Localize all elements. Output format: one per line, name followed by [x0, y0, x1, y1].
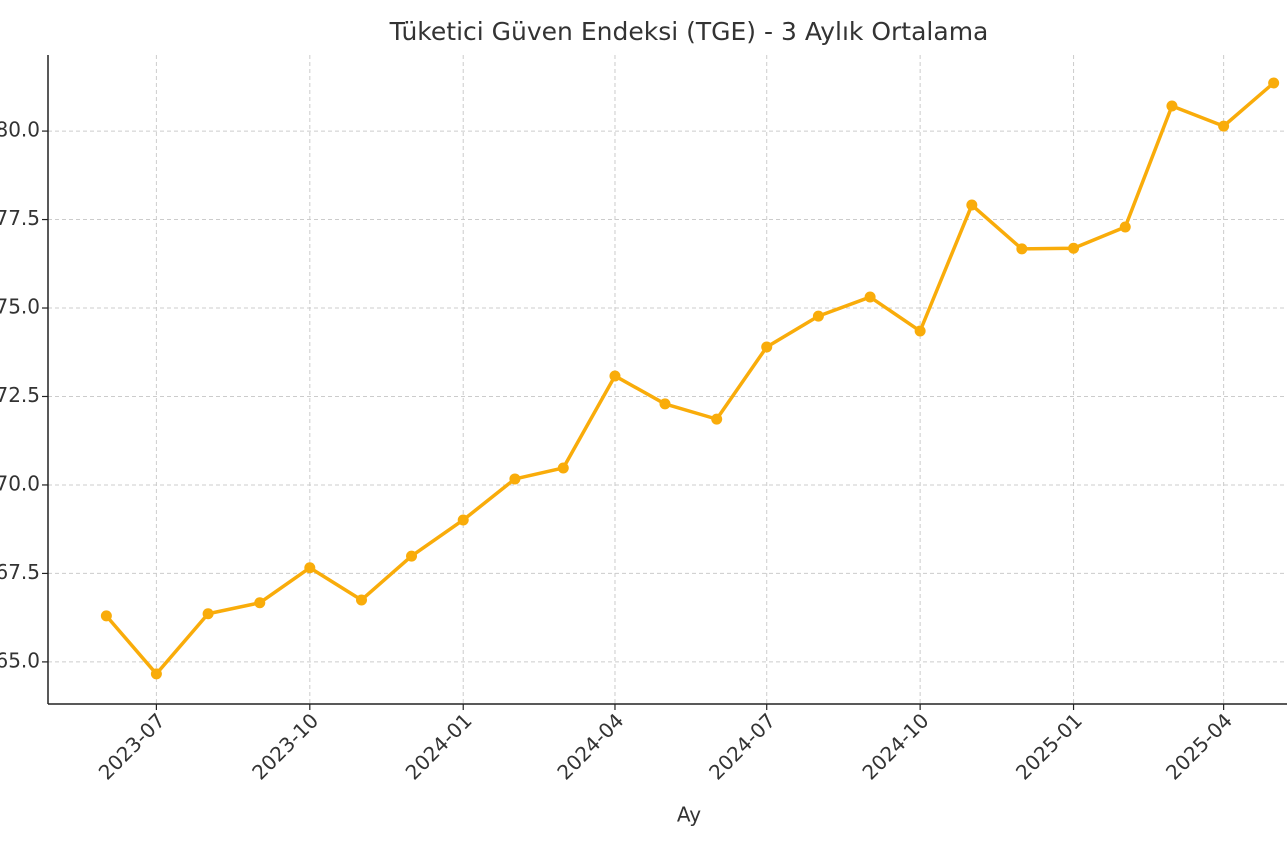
point	[1218, 120, 1230, 132]
y-tick-label: 77.5	[0, 206, 40, 230]
point	[711, 413, 723, 425]
point	[557, 462, 569, 474]
y-tick-label: 67.5	[0, 560, 40, 584]
point	[966, 199, 978, 211]
point	[457, 514, 469, 526]
x-tick-label: 2025-01	[1011, 708, 1087, 784]
x-axis-label: Ay	[677, 803, 701, 827]
point	[864, 291, 876, 303]
y-tick-label: 75.0	[0, 295, 40, 319]
point	[1016, 243, 1028, 255]
point	[356, 594, 368, 606]
line	[105, 81, 1275, 676]
y-tick-label: 70.0	[0, 471, 40, 495]
chart-title: Tüketici Güven Endeksi (TGE) - 3 Aylık O…	[389, 17, 989, 46]
point	[509, 473, 521, 485]
point	[254, 597, 266, 609]
x-tick-label: 2024-10	[857, 708, 933, 784]
x-tick-label: 2024-07	[704, 708, 780, 784]
point	[1119, 221, 1131, 233]
y-tick-label: 80.0	[0, 118, 40, 142]
point	[1268, 77, 1280, 89]
point	[150, 668, 162, 680]
point	[812, 310, 824, 322]
y-tick-label: 72.5	[0, 383, 40, 407]
x-tick-label: 2025-04	[1161, 708, 1237, 784]
point	[1068, 242, 1080, 254]
point	[761, 341, 773, 353]
x-tick-label: 2023-07	[94, 708, 170, 784]
x-tick-label: 2024-04	[552, 708, 628, 784]
point	[406, 550, 418, 562]
y-tick-label: 65.0	[0, 648, 40, 672]
point	[609, 370, 621, 382]
point	[304, 562, 316, 574]
point	[100, 610, 112, 622]
x-tick-label: 2024-01	[401, 708, 477, 784]
x-tick-label: 2023-10	[247, 708, 323, 784]
point	[202, 608, 214, 620]
point	[914, 325, 926, 337]
point	[1166, 100, 1178, 112]
point	[659, 398, 671, 410]
